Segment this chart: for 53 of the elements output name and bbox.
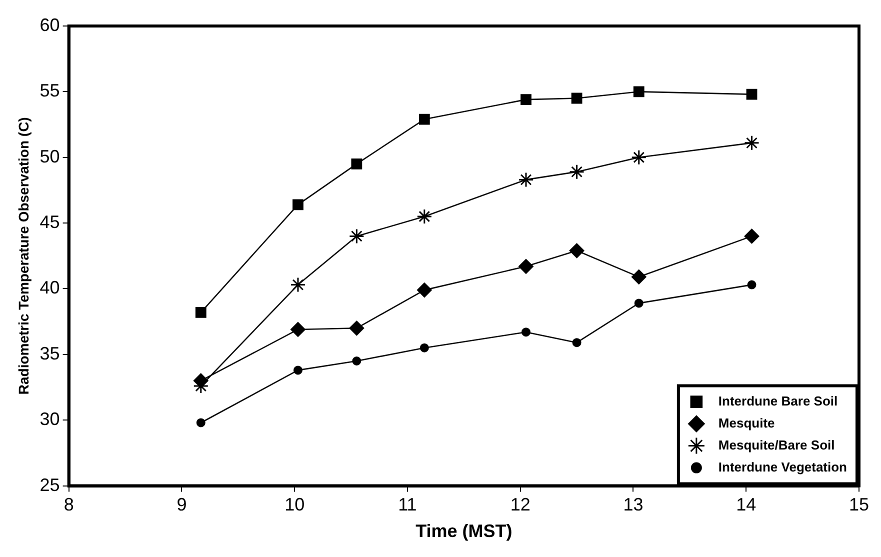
point [518,258,534,274]
point [520,94,532,106]
x-tick-label: 8 [64,494,74,515]
y-tick-label: 60 [40,14,60,35]
y-axis-title: Radiometric Temperature Observation (C) [15,117,32,395]
point [416,282,432,298]
x-tick-label: 10 [284,494,305,515]
y-tick-label: 30 [40,409,60,430]
point [747,280,756,290]
point [746,88,758,100]
point [518,172,534,188]
point [744,228,760,244]
point [420,343,429,352]
x-tick-label: 12 [510,494,530,515]
point [631,150,647,166]
point [292,199,304,210]
point [351,158,362,170]
legend-label: Mesquite [718,415,775,430]
legend-label: Interdune Bare Soil [718,393,838,408]
x-tick-label: 11 [398,494,417,515]
point [631,269,646,284]
point [349,320,364,336]
point [348,228,364,244]
point [290,277,306,293]
point [633,86,644,98]
x-tick-label: 14 [736,494,756,515]
x-tick-label: 15 [848,494,870,515]
x-tick-label: 9 [176,494,187,515]
y-tick-label: 50 [40,146,60,166]
point [196,418,206,428]
y-tick-label: 45 [40,212,60,232]
y-tick-label: 25 [40,474,60,495]
x-axis-title: Time (MST) [416,521,512,542]
y-tick-label: 40 [40,278,60,298]
point [572,338,582,348]
point [569,164,585,180]
point [571,92,582,104]
point [290,322,306,337]
legend-label: Mesquite/Bare Soil [718,437,835,452]
legend-label: Interdune Vegetation [718,459,848,474]
point [195,306,206,318]
point [634,298,644,308]
point [744,135,760,151]
y-tick-label: 35 [40,343,60,364]
y-tick-label: 55 [40,80,60,101]
point [352,356,362,366]
point [293,366,302,375]
point [418,114,430,125]
point [521,328,530,337]
x-tick-label: 13 [623,494,644,515]
point [569,243,584,258]
point [416,208,432,224]
point [193,373,208,388]
